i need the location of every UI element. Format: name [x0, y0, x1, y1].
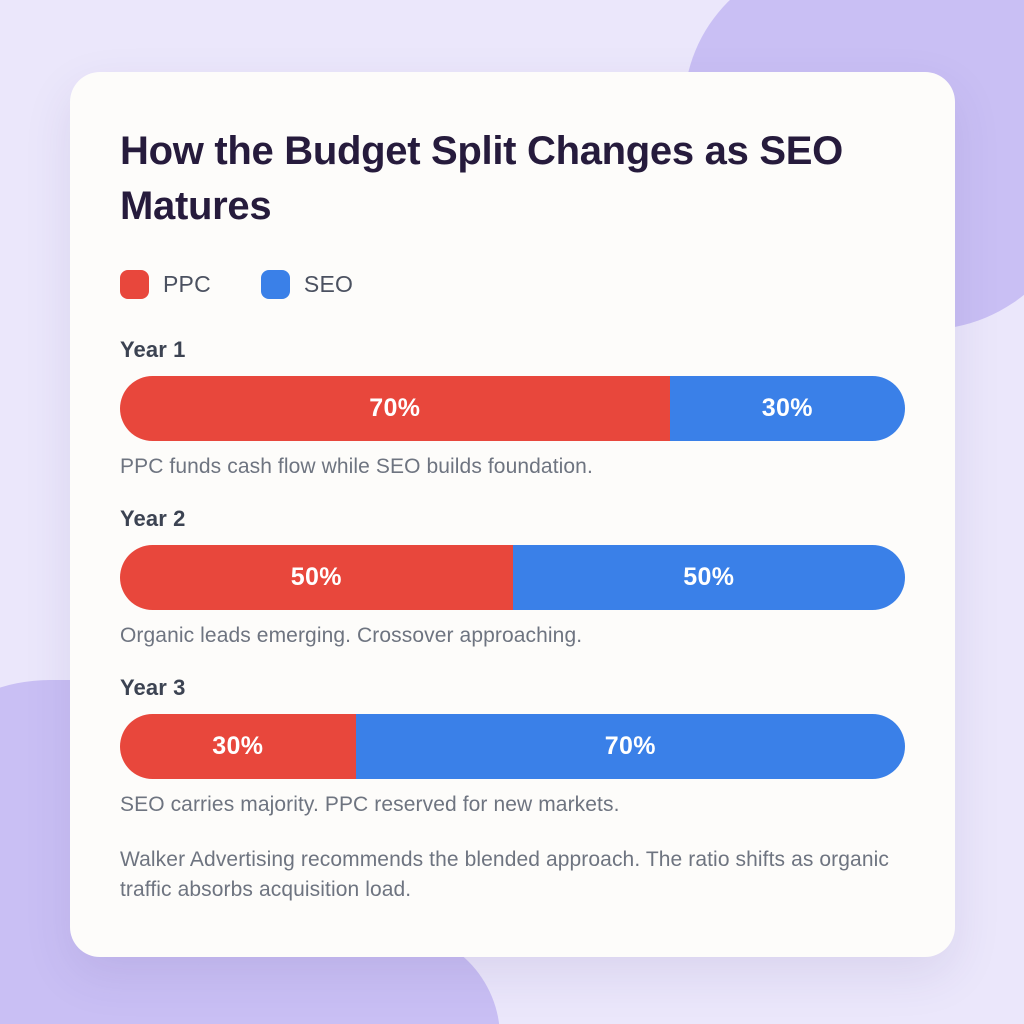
stacked-bar: 30% 70%: [120, 714, 905, 780]
year-label: Year 2: [120, 506, 186, 532]
seo-color-swatch-icon: [260, 270, 290, 300]
legend-label-seo: SEO: [303, 271, 354, 298]
year-rows: Year 1 70% 30% PPC funds cash flow while…: [120, 337, 905, 817]
footer-note: Walker Advertising recommends the blende…: [120, 848, 889, 902]
year-label: Year 3: [120, 675, 186, 701]
bar-segment-seo: 30%: [669, 376, 905, 442]
bar-segment-ppc: 30%: [120, 714, 356, 780]
stacked-bar: 70% 30%: [120, 376, 905, 442]
bar-segment-seo: 50%: [512, 545, 905, 611]
ppc-color-swatch-icon: [120, 270, 149, 300]
bar-segment-seo: 70%: [355, 714, 905, 780]
page-title: How the Budget Split Changes as SEO Matu…: [120, 129, 843, 229]
chart-legend: PPC SEO: [120, 270, 905, 300]
stacked-bar: 50% 50%: [120, 545, 905, 611]
infographic-card: How the Budget Split Changes as SEO Matu…: [70, 72, 955, 957]
legend-item-ppc: PPC: [120, 270, 211, 300]
year-caption: Organic leads emerging. Crossover approa…: [120, 624, 583, 648]
year-caption: PPC funds cash flow while SEO builds fou…: [120, 455, 593, 479]
year-row: Year 1 70% 30% PPC funds cash flow while…: [120, 337, 905, 479]
bar-segment-ppc: 70%: [120, 376, 670, 442]
bar-segment-ppc: 50%: [120, 545, 513, 611]
legend-item-seo: SEO: [260, 270, 354, 300]
year-caption: SEO carries majority. PPC reserved for n…: [120, 793, 620, 817]
legend-label-ppc: PPC: [163, 271, 211, 298]
year-row: Year 2 50% 50% Organic leads emerging. C…: [120, 506, 905, 648]
year-row: Year 3 30% 70% SEO carries majority. PPC…: [120, 675, 905, 817]
year-label: Year 1: [120, 337, 186, 363]
